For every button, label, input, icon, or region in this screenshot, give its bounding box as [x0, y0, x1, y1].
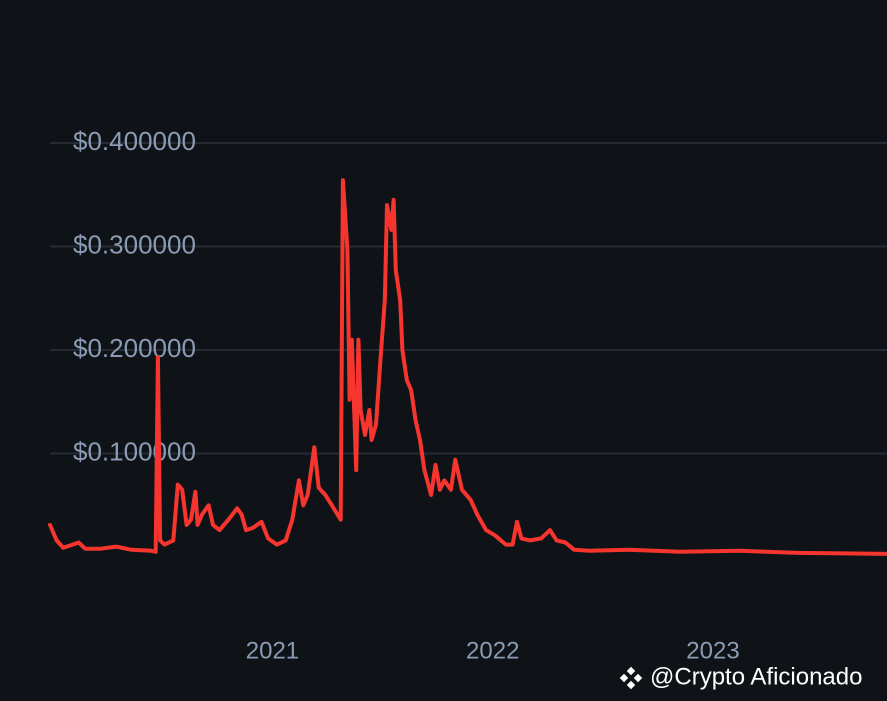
y-tick-label: $0.200000: [73, 333, 196, 363]
y-tick-label: $0.100000: [73, 436, 196, 466]
y-tick-label: $0.300000: [73, 229, 196, 259]
x-tick-label: 2023: [686, 637, 739, 664]
x-tick-label: 2022: [466, 637, 519, 664]
line: [48, 178, 887, 556]
y-tick-label: $0.400000: [73, 126, 196, 156]
watermark: @Crypto Aficionado: [650, 663, 862, 690]
x-tick-label: 2021: [246, 637, 299, 664]
